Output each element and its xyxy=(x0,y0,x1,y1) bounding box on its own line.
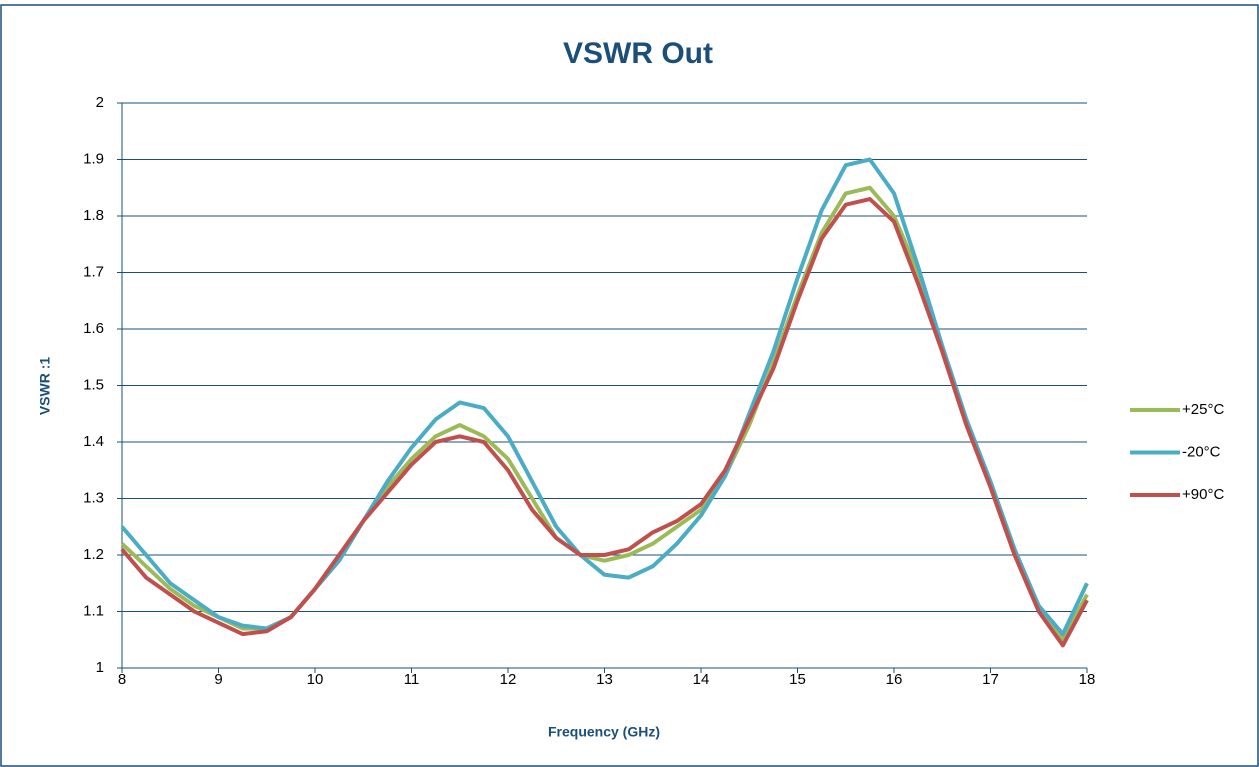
series-line xyxy=(120,157,1089,637)
x-tick-label: 16 xyxy=(886,671,903,688)
series-line xyxy=(120,197,1089,648)
chart-title: VSWR Out xyxy=(563,37,713,70)
chart-frame xyxy=(0,4,1259,767)
x-tick-label: 13 xyxy=(596,671,613,688)
legend-label: +25°C xyxy=(1182,401,1224,418)
legend-label: +90°C xyxy=(1182,486,1224,503)
y-tick-label: 1.8 xyxy=(83,207,104,224)
legend-label: -20°C xyxy=(1182,443,1221,460)
y-tick-label: 1.3 xyxy=(83,489,104,506)
y-tick-label: 1.2 xyxy=(83,546,104,563)
y-tick-label: 1.9 xyxy=(83,150,104,167)
x-tick-label: 18 xyxy=(1079,671,1096,688)
y-tick-label: 1.1 xyxy=(83,602,104,619)
y-tick-label: 1.7 xyxy=(83,263,104,280)
x-tick-label: 17 xyxy=(982,671,999,688)
x-tick-label: 9 xyxy=(214,671,222,688)
y-tick-label: 1.6 xyxy=(83,320,104,337)
x-tick-label: 12 xyxy=(500,671,517,688)
y-tick-label: 1.5 xyxy=(83,376,104,393)
x-tick-label: 8 xyxy=(118,671,126,688)
y-tick-label: 2 xyxy=(96,94,104,111)
x-tick-label: 15 xyxy=(789,671,806,688)
x-tick-label: 10 xyxy=(307,671,324,688)
y-tick-label: 1 xyxy=(96,659,104,676)
x-axis-title: Frequency (GHz) xyxy=(548,724,660,740)
x-tick-label: 14 xyxy=(693,671,710,688)
x-tick-label: 11 xyxy=(404,671,420,688)
y-tick-label: 1.4 xyxy=(83,433,104,450)
y-axis-title: VSWR :1 xyxy=(37,357,53,416)
series-line xyxy=(120,185,1089,642)
